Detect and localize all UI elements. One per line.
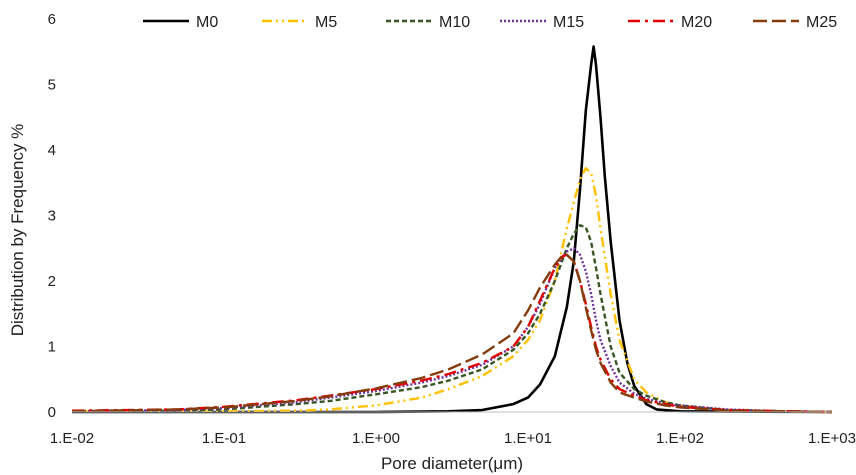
legend: M0 M5 M10 M15 M20 M25 <box>143 14 837 31</box>
legend-label-m5: M5 <box>315 14 337 31</box>
x-tick-label: 1.E-01 <box>202 430 246 447</box>
x-tick-label: 1.E+03 <box>808 430 856 447</box>
series-line-m25 <box>71 253 833 414</box>
legend-label-m0: M0 <box>196 14 218 31</box>
y-tick-label: 3 <box>48 208 56 225</box>
legend-label-m20: M20 <box>681 14 712 31</box>
x-tick-label: 1.E-02 <box>50 430 94 447</box>
y-tick-labels: 0 1 2 3 4 5 6 <box>48 11 56 421</box>
y-tick-label: 0 <box>48 404 56 421</box>
legend-label-m15: M15 <box>553 14 584 31</box>
legend-label-m25: M25 <box>806 14 837 31</box>
x-tick-label: 1.E+01 <box>504 430 552 447</box>
x-tick-label: 1.E+00 <box>352 430 400 447</box>
series-line-m15 <box>71 247 833 414</box>
series-line-m0 <box>72 45 833 414</box>
y-tick-label: 1 <box>48 339 56 356</box>
series-line-m10 <box>71 224 833 414</box>
y-axis-title: Distribution by Frequency % <box>8 124 27 337</box>
x-tick-labels: 1.E-02 1.E-01 1.E+00 1.E+01 1.E+02 1.E+03 <box>50 430 856 447</box>
series-line-m5 <box>72 167 833 414</box>
legend-label-m10: M10 <box>439 14 470 31</box>
x-tick-label: 1.E+02 <box>656 430 704 447</box>
series-line-m20 <box>71 253 833 414</box>
y-tick-label: 4 <box>48 142 56 159</box>
x-axis-title: Pore diameter(μm) <box>381 454 523 473</box>
y-tick-label: 6 <box>48 11 56 28</box>
series-lines <box>71 45 833 414</box>
y-tick-label: 5 <box>48 77 56 94</box>
y-tick-label: 2 <box>48 273 56 290</box>
